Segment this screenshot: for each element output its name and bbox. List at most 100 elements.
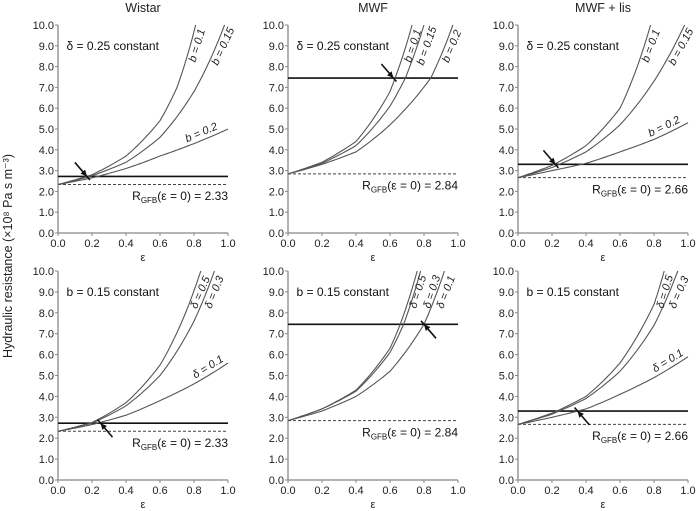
arrow-head-icon: [386, 71, 394, 79]
y-tick-label: 8.0: [269, 308, 284, 320]
baseline-label: RGFB(ε = 0) = 2.33: [132, 436, 228, 452]
x-tick-label: 0.6: [152, 485, 167, 497]
arrow-head-icon: [100, 423, 107, 430]
x-tick-label: 0.2: [544, 238, 559, 250]
y-tick-label: 9.0: [39, 287, 54, 299]
curve-2: [517, 270, 679, 425]
x-tick-label: 0.6: [612, 238, 627, 250]
y-tick-label: 9.0: [269, 287, 284, 299]
y-tick-label: 5.0: [39, 371, 54, 383]
constant-note: δ = 0.25 constant: [527, 39, 620, 53]
y-tick-label: 6.0: [39, 350, 54, 362]
y-tick-label: 9.0: [499, 41, 514, 53]
y-tick-label: 6.0: [39, 103, 54, 115]
curve-2: [57, 270, 215, 432]
curve-3: [517, 122, 689, 179]
y-tick-label: 3.0: [499, 166, 514, 178]
y-tick-label: 2.0: [269, 186, 284, 198]
y-tick-label: 8.0: [499, 308, 514, 320]
constant-note: δ = 0.25 constant: [67, 39, 160, 53]
arrow-shaft: [420, 320, 437, 339]
x-tick-label: 0.4: [348, 485, 363, 497]
x-tick-label: 1.0: [680, 238, 695, 250]
x-axis-label: ε: [601, 499, 606, 511]
y-tick-label: 9.0: [269, 41, 284, 53]
arrow-head-icon: [424, 324, 431, 332]
panel-5: 0.0 1.0 2.0 3.0 4.0 5.0 6.0 7.0 8.0 9.0 10.0 0.0 0.2…: [263, 266, 466, 511]
x-tick-label: 0.4: [578, 238, 593, 250]
curve-label: b = 0.2: [440, 28, 464, 64]
baseline-label: RGFB(ε = 0) = 2.84: [362, 425, 458, 441]
x-tick-label: 1.0: [450, 238, 465, 250]
panel-title: Wistar: [125, 1, 160, 15]
x-tick-label: 0.4: [348, 238, 363, 250]
x-tick-label: 0.2: [84, 485, 99, 497]
arrow-head-icon: [577, 411, 584, 418]
arrow-head-icon: [80, 169, 87, 177]
y-tick-label: 0.0: [499, 228, 514, 240]
x-tick-label: 0.0: [50, 238, 65, 250]
y-tick-label: 3.0: [269, 166, 284, 178]
curve-label: b = 0.15: [210, 25, 238, 67]
y-tick-label: 7.0: [269, 329, 284, 341]
curve-label: b = 0.15: [667, 26, 697, 68]
y-tick-label: 1.0: [269, 207, 284, 219]
y-axis-label: Hydraulic resistance (×10⁸ Pa s m⁻³): [1, 154, 15, 358]
curve-3: [287, 270, 445, 422]
x-tick-label: 0.2: [314, 238, 329, 250]
y-tick-label: 7.0: [499, 82, 514, 94]
y-tick-label: 0.0: [269, 475, 284, 487]
curve-2: [287, 24, 425, 175]
constant-note: δ = 0.25 constant: [297, 39, 390, 53]
arrow-shaft: [74, 161, 91, 181]
panel-1: Wistar 0.0 1.0 2.0 3.0 4.0 5.0 6.0 7.0 8.0 9.0 10.0…: [33, 1, 238, 264]
y-tick-label: 3.0: [499, 412, 514, 424]
y-tick-label: 1.0: [39, 454, 54, 466]
y-tick-label: 4.0: [39, 145, 54, 157]
x-tick-label: 0.8: [416, 485, 431, 497]
curve-1: [517, 270, 665, 425]
arrow-shaft: [380, 63, 398, 83]
y-tick-label: 2.0: [499, 186, 514, 198]
y-tick-label: 4.0: [499, 391, 514, 403]
x-tick-label: 0.6: [382, 238, 397, 250]
curve-2: [517, 24, 686, 179]
x-axis-label: ε: [371, 252, 376, 264]
curve-3: [57, 362, 229, 432]
y-tick-label: 4.0: [269, 145, 284, 157]
x-tick-label: 1.0: [450, 485, 465, 497]
y-tick-label: 0.0: [39, 475, 54, 487]
y-tick-label: 10.0: [263, 20, 284, 32]
y-tick-label: 6.0: [499, 350, 514, 362]
y-tick-label: 8.0: [39, 308, 54, 320]
curve-3: [287, 24, 454, 175]
y-tick-label: 1.0: [39, 207, 54, 219]
y-tick-label: 6.0: [269, 350, 284, 362]
curve-3: [57, 128, 229, 186]
x-tick-label: 0.6: [382, 485, 397, 497]
x-tick-label: 0.2: [544, 485, 559, 497]
y-tick-label: 4.0: [269, 391, 284, 403]
y-tick-label: 10.0: [493, 266, 514, 278]
x-tick-label: 0.8: [646, 238, 661, 250]
constant-note: b = 0.15 constant: [67, 285, 160, 299]
x-tick-label: 0.6: [152, 238, 167, 250]
y-tick-label: 5.0: [39, 124, 54, 136]
y-tick-label: 7.0: [39, 82, 54, 94]
y-tick-label: 9.0: [39, 41, 54, 53]
y-tick-label: 7.0: [269, 82, 284, 94]
x-tick-label: 1.0: [220, 485, 235, 497]
x-tick-label: 0.2: [314, 485, 329, 497]
x-axis-label: ε: [601, 252, 606, 264]
y-tick-label: 5.0: [499, 124, 514, 136]
y-tick-label: 7.0: [39, 329, 54, 341]
curve-label: b = 0.2: [646, 114, 682, 140]
curve-2: [287, 270, 422, 422]
constant-note: b = 0.15 constant: [527, 285, 620, 299]
y-tick-label: 2.0: [39, 433, 54, 445]
arrow-shaft: [542, 149, 560, 169]
y-tick-label: 8.0: [39, 62, 54, 74]
y-tick-label: 10.0: [263, 266, 284, 278]
y-tick-label: 10.0: [33, 20, 54, 32]
y-tick-label: 5.0: [269, 124, 284, 136]
